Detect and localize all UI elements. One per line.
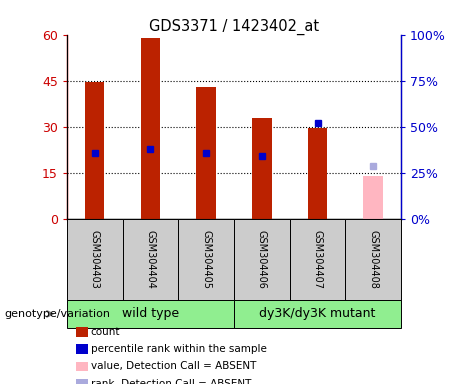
FancyBboxPatch shape <box>345 219 401 300</box>
Bar <box>85 82 105 219</box>
Text: GSM304405: GSM304405 <box>201 230 211 289</box>
Text: GSM304408: GSM304408 <box>368 230 378 289</box>
Text: value, Detection Call = ABSENT: value, Detection Call = ABSENT <box>91 361 256 371</box>
Text: GSM304403: GSM304403 <box>90 230 100 289</box>
Text: GSM304406: GSM304406 <box>257 230 267 289</box>
Text: wild type: wild type <box>122 308 179 320</box>
FancyBboxPatch shape <box>234 219 290 300</box>
Bar <box>252 118 272 219</box>
FancyBboxPatch shape <box>67 300 234 328</box>
FancyBboxPatch shape <box>234 300 401 328</box>
FancyBboxPatch shape <box>123 219 178 300</box>
Bar <box>308 128 327 219</box>
FancyBboxPatch shape <box>290 219 345 300</box>
Text: count: count <box>91 327 120 337</box>
FancyBboxPatch shape <box>178 219 234 300</box>
Text: percentile rank within the sample: percentile rank within the sample <box>91 344 267 354</box>
Title: GDS3371 / 1423402_at: GDS3371 / 1423402_at <box>149 18 319 35</box>
Bar <box>196 87 216 219</box>
Text: GSM304404: GSM304404 <box>145 230 155 289</box>
Bar <box>141 38 160 219</box>
Bar <box>363 176 383 219</box>
Text: rank, Detection Call = ABSENT: rank, Detection Call = ABSENT <box>91 379 251 384</box>
Text: dy3K/dy3K mutant: dy3K/dy3K mutant <box>260 308 376 320</box>
Text: genotype/variation: genotype/variation <box>5 309 111 319</box>
Text: GSM304407: GSM304407 <box>313 230 323 289</box>
FancyBboxPatch shape <box>67 219 123 300</box>
